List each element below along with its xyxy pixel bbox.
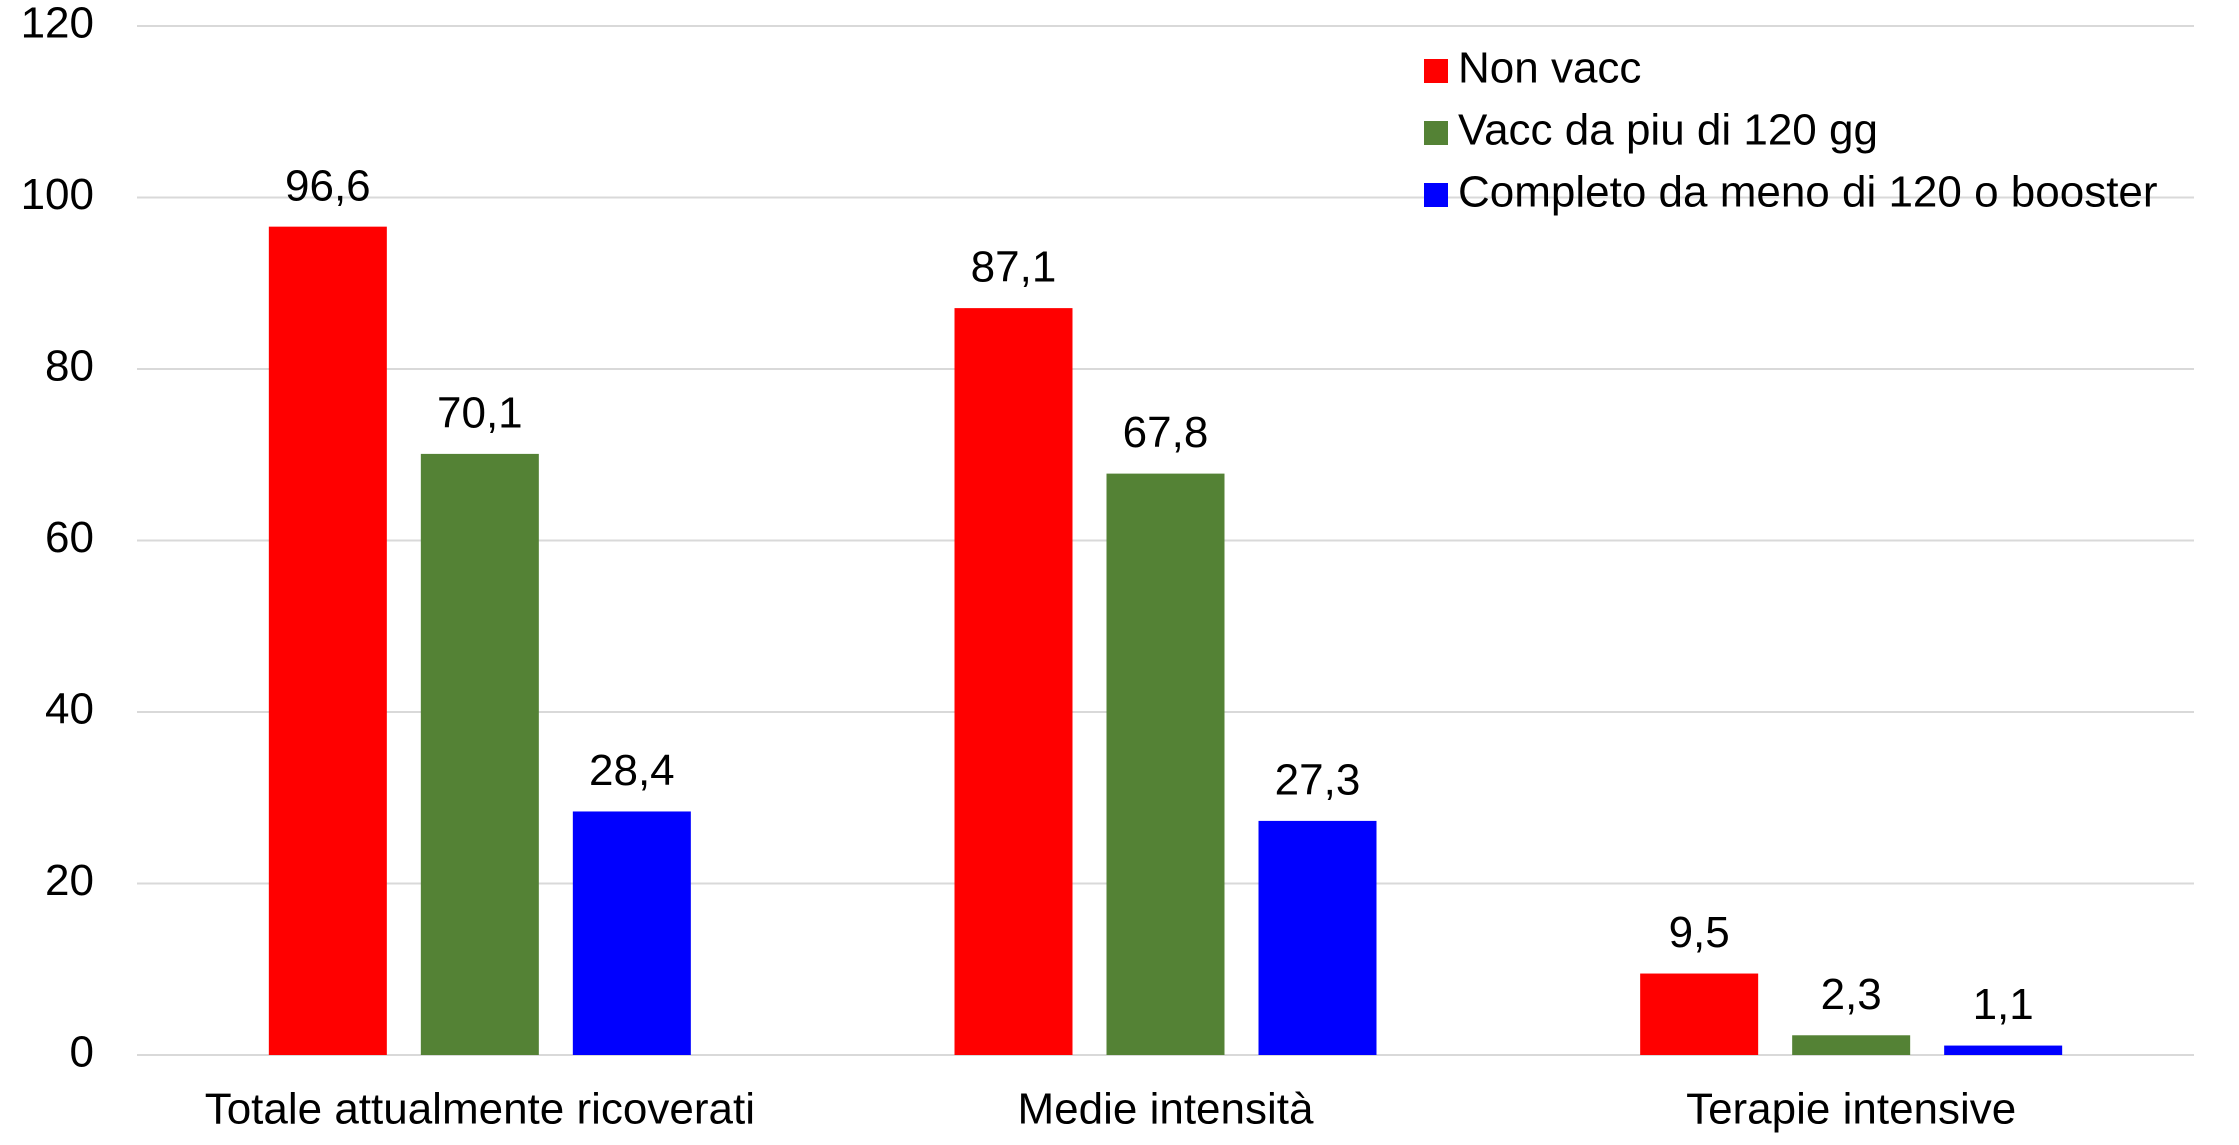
data-label: 87,1: [971, 243, 1057, 292]
bar: [1106, 473, 1225, 1055]
x-tick-label: Totale attualmente ricoverati: [205, 1085, 755, 1134]
y-tick-label: 80: [45, 342, 94, 391]
data-label: 28,4: [589, 746, 675, 795]
data-label: 67,8: [1123, 408, 1209, 457]
bar: [1944, 1045, 2063, 1055]
y-tick-label: 60: [45, 513, 94, 562]
legend-swatch: [1424, 121, 1448, 145]
bar: [420, 453, 539, 1056]
y-tick-label: 40: [45, 685, 94, 734]
data-label: 1,1: [1973, 980, 2034, 1029]
y-tick-label: 100: [21, 170, 94, 219]
bar: [572, 811, 691, 1055]
data-label: 27,3: [1275, 756, 1361, 805]
bar: [1640, 973, 1759, 1055]
bar: [954, 308, 1073, 1055]
data-label: 96,6: [285, 161, 371, 210]
bar: [1792, 1035, 1911, 1055]
data-label: 9,5: [1669, 908, 1730, 957]
legend-label: Completo da meno di 120 o booster: [1458, 168, 2158, 217]
legend-swatch: [1424, 183, 1448, 207]
bar: [1258, 820, 1377, 1055]
bar: [268, 226, 387, 1055]
y-tick-label: 0: [70, 1028, 94, 1077]
data-label: 70,1: [437, 389, 523, 438]
data-label: 2,3: [1821, 970, 1882, 1019]
y-tick-label: 20: [45, 856, 94, 905]
legend-swatch: [1424, 59, 1448, 83]
x-tick-label: Terapie intensive: [1686, 1085, 2016, 1134]
x-tick-label: Medie intensità: [1018, 1085, 1314, 1134]
y-tick-label: 120: [21, 0, 94, 48]
legend-label: Non vacc: [1458, 44, 1641, 93]
legend-label: Vacc da piu di 120 gg: [1458, 106, 1878, 155]
